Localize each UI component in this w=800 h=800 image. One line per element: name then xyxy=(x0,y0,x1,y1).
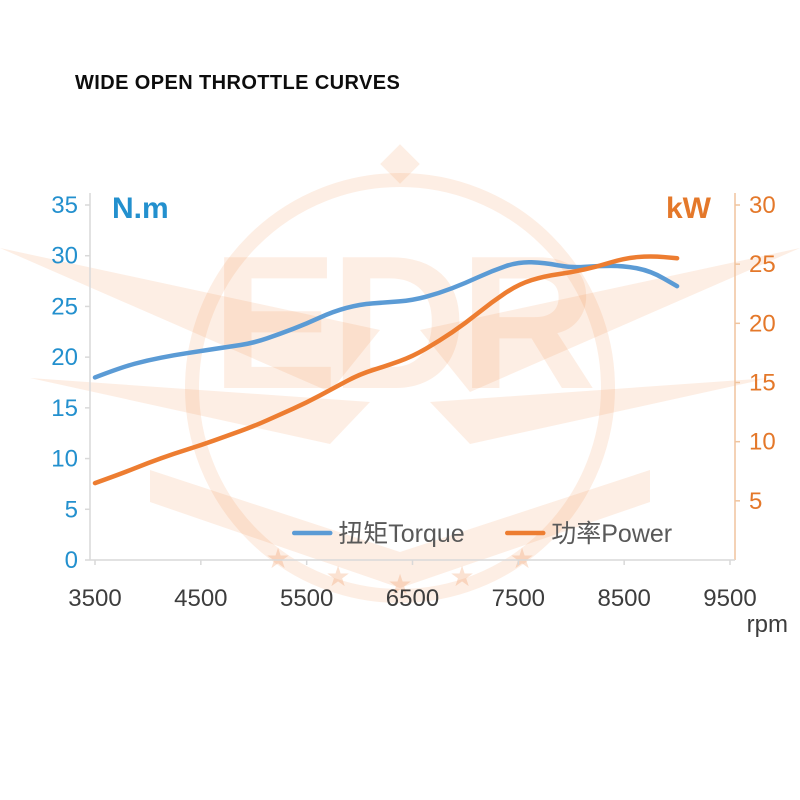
axes: 0 5 10 15 20 25 30 35 5 10 15 20 25 30 3500 4500 5500 650… xyxy=(51,192,788,638)
watermark-diamond xyxy=(380,144,420,184)
left-tick-label: 0 xyxy=(65,547,78,574)
x-tick-label: 6500 xyxy=(386,585,439,612)
right-tick-label: 20 xyxy=(749,310,776,337)
torque-curve xyxy=(92,260,680,380)
left-tick-label: 15 xyxy=(51,395,78,422)
power-curve xyxy=(92,254,680,486)
legend-label: 功率Power xyxy=(551,520,672,548)
left-tick-label: 35 xyxy=(51,192,78,219)
svg-text:★: ★ xyxy=(509,542,534,575)
right-tick-label: 5 xyxy=(749,488,762,515)
left-tick-label: 10 xyxy=(51,446,78,473)
x-tick-label: 8500 xyxy=(597,585,650,612)
right-tick-label: 25 xyxy=(749,251,776,278)
page-title: WIDE OPEN THROTTLE CURVES xyxy=(75,72,401,94)
x-tick-label: 3500 xyxy=(68,585,121,612)
x-tick-label: 7500 xyxy=(492,585,545,612)
watermark-stars: ★ ★ ★ ★ ★ xyxy=(265,542,534,601)
x-tick-label: 9500 xyxy=(703,585,756,612)
right-tick-label: 15 xyxy=(749,370,776,397)
left-axis-title: N.m xyxy=(112,192,169,225)
left-tick-label: 25 xyxy=(51,293,78,320)
watermark-left-wing xyxy=(0,248,380,392)
svg-text:★: ★ xyxy=(449,560,474,593)
left-tick-label: 20 xyxy=(51,344,78,371)
svg-text:★: ★ xyxy=(387,568,412,601)
watermark-right-wing2 xyxy=(430,378,770,444)
legend: 扭矩Torque 功率Power xyxy=(292,520,672,548)
x-tick-label: 5500 xyxy=(280,585,333,612)
watermark-ring xyxy=(185,173,615,603)
right-tick-label: 10 xyxy=(749,429,776,456)
left-tick-label: 30 xyxy=(51,243,78,270)
right-axis-title: kW xyxy=(666,192,712,225)
x-axis-title: rpm xyxy=(747,611,788,638)
x-tick-label: 4500 xyxy=(174,585,227,612)
svg-text:★: ★ xyxy=(325,560,350,593)
svg-text:★: ★ xyxy=(265,542,290,575)
watermark-letters: EDR xyxy=(211,217,593,429)
watermark-right-wing xyxy=(420,248,800,392)
watermark-chevron xyxy=(150,470,650,588)
watermark-left-wing2 xyxy=(30,378,370,444)
legend-label: 扭矩Torque xyxy=(338,520,464,548)
left-tick-label: 5 xyxy=(65,496,78,523)
right-tick-label: 30 xyxy=(749,192,776,219)
